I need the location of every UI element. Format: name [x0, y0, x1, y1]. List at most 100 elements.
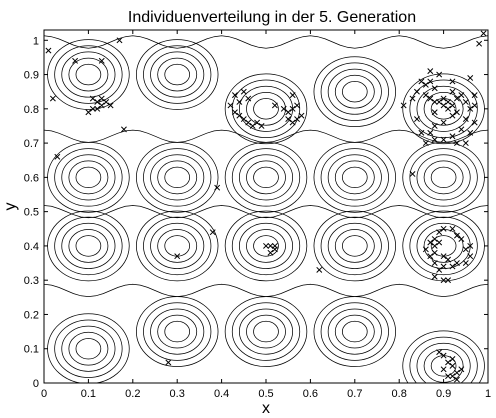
data-point [165, 359, 172, 366]
y-tick-label: 0.2 [24, 309, 39, 321]
data-point [449, 112, 456, 119]
data-point [294, 116, 301, 123]
contour-line [135, 142, 219, 213]
data-point [436, 229, 443, 236]
data-point [449, 102, 456, 109]
data-point [445, 99, 451, 105]
data-point [254, 119, 261, 126]
contour-line [253, 235, 279, 257]
contour-line [135, 39, 219, 110]
data-point [449, 78, 456, 85]
contour-line [75, 338, 102, 360]
contour-line [402, 330, 485, 383]
contour-line [334, 314, 375, 349]
data-point [427, 129, 434, 136]
contour-line [44, 35, 488, 49]
contour-line [164, 320, 191, 343]
contour-line [238, 154, 294, 201]
data-point [471, 92, 478, 99]
data-point [467, 129, 474, 136]
contour-line [416, 222, 471, 269]
contour-ring [313, 142, 397, 213]
data-point [453, 95, 460, 102]
x-tick-label: 0.1 [81, 388, 96, 400]
data-point [427, 253, 434, 260]
y-tick-label: 0.5 [24, 207, 39, 219]
data-point [440, 253, 447, 260]
data-point [453, 232, 460, 239]
data-point [267, 242, 274, 249]
contour-line [224, 210, 308, 282]
contour-line [313, 296, 397, 367]
contour-line [409, 148, 478, 207]
data-point [227, 102, 234, 109]
data-point [231, 109, 238, 116]
data-point [431, 99, 438, 105]
data-point [236, 112, 243, 119]
contour-line [402, 142, 485, 213]
data-point [271, 102, 278, 109]
x-tick-label: 0.3 [170, 388, 185, 400]
x-tick-label: 0.4 [214, 388, 229, 400]
data-point [258, 123, 265, 129]
y-tick-label: 1 [33, 35, 39, 47]
data-point [471, 119, 478, 126]
contour-line [423, 229, 464, 263]
data-point [440, 352, 447, 359]
contour-line [402, 210, 485, 282]
contour-line [143, 148, 212, 207]
contour-line [157, 314, 198, 349]
data-point [285, 116, 292, 123]
y-axis-label: y [2, 203, 19, 211]
data-point [471, 102, 478, 109]
contour-line [75, 63, 102, 86]
contour-ring [47, 39, 130, 110]
contour-line [409, 216, 478, 276]
contour-line [341, 235, 368, 257]
data-point [431, 260, 438, 267]
data-point [467, 75, 474, 81]
data-point [400, 102, 407, 109]
x-axis: 0 0.1 0.2 0.3 0.4 0.5 0.6 0.7 0.8 0.9 1 [41, 30, 491, 400]
contour-line [320, 302, 389, 361]
contour-ring [402, 210, 485, 282]
data-point [440, 277, 447, 284]
data-point [422, 140, 429, 147]
contour-line [246, 229, 286, 263]
contour-line [61, 325, 116, 372]
data-point [174, 253, 181, 260]
contour-line [423, 91, 464, 126]
data-point [449, 356, 456, 362]
data-point [427, 68, 434, 75]
contour-line [150, 154, 205, 201]
contour-line [164, 63, 191, 86]
data-point [458, 92, 465, 99]
chart-title: Individuenverteilung in der 5. Generatio… [128, 9, 416, 26]
data-point [440, 366, 447, 373]
y-tick-label: 0.8 [24, 104, 39, 116]
data-point [445, 359, 451, 366]
data-point [245, 119, 252, 126]
contour-ring [313, 210, 397, 282]
data-point [120, 126, 127, 133]
data-point [289, 92, 296, 99]
y-tick-label: 0.7 [24, 138, 39, 150]
x-tick-label: 0.9 [436, 388, 451, 400]
contour-line [416, 154, 471, 201]
contour-line [320, 148, 389, 207]
data-point [431, 136, 438, 143]
contour-line [47, 142, 130, 213]
data-point [422, 246, 429, 253]
data-point [409, 95, 416, 102]
data-point [440, 225, 447, 232]
data-point [289, 105, 296, 112]
data-point [422, 81, 429, 88]
data-point [462, 116, 469, 123]
data-point [214, 184, 221, 191]
data-point [294, 102, 301, 109]
data-point [453, 140, 460, 147]
contour-line [423, 160, 464, 195]
data-point [116, 37, 123, 44]
contour-line [238, 85, 294, 132]
data-point [49, 95, 56, 102]
